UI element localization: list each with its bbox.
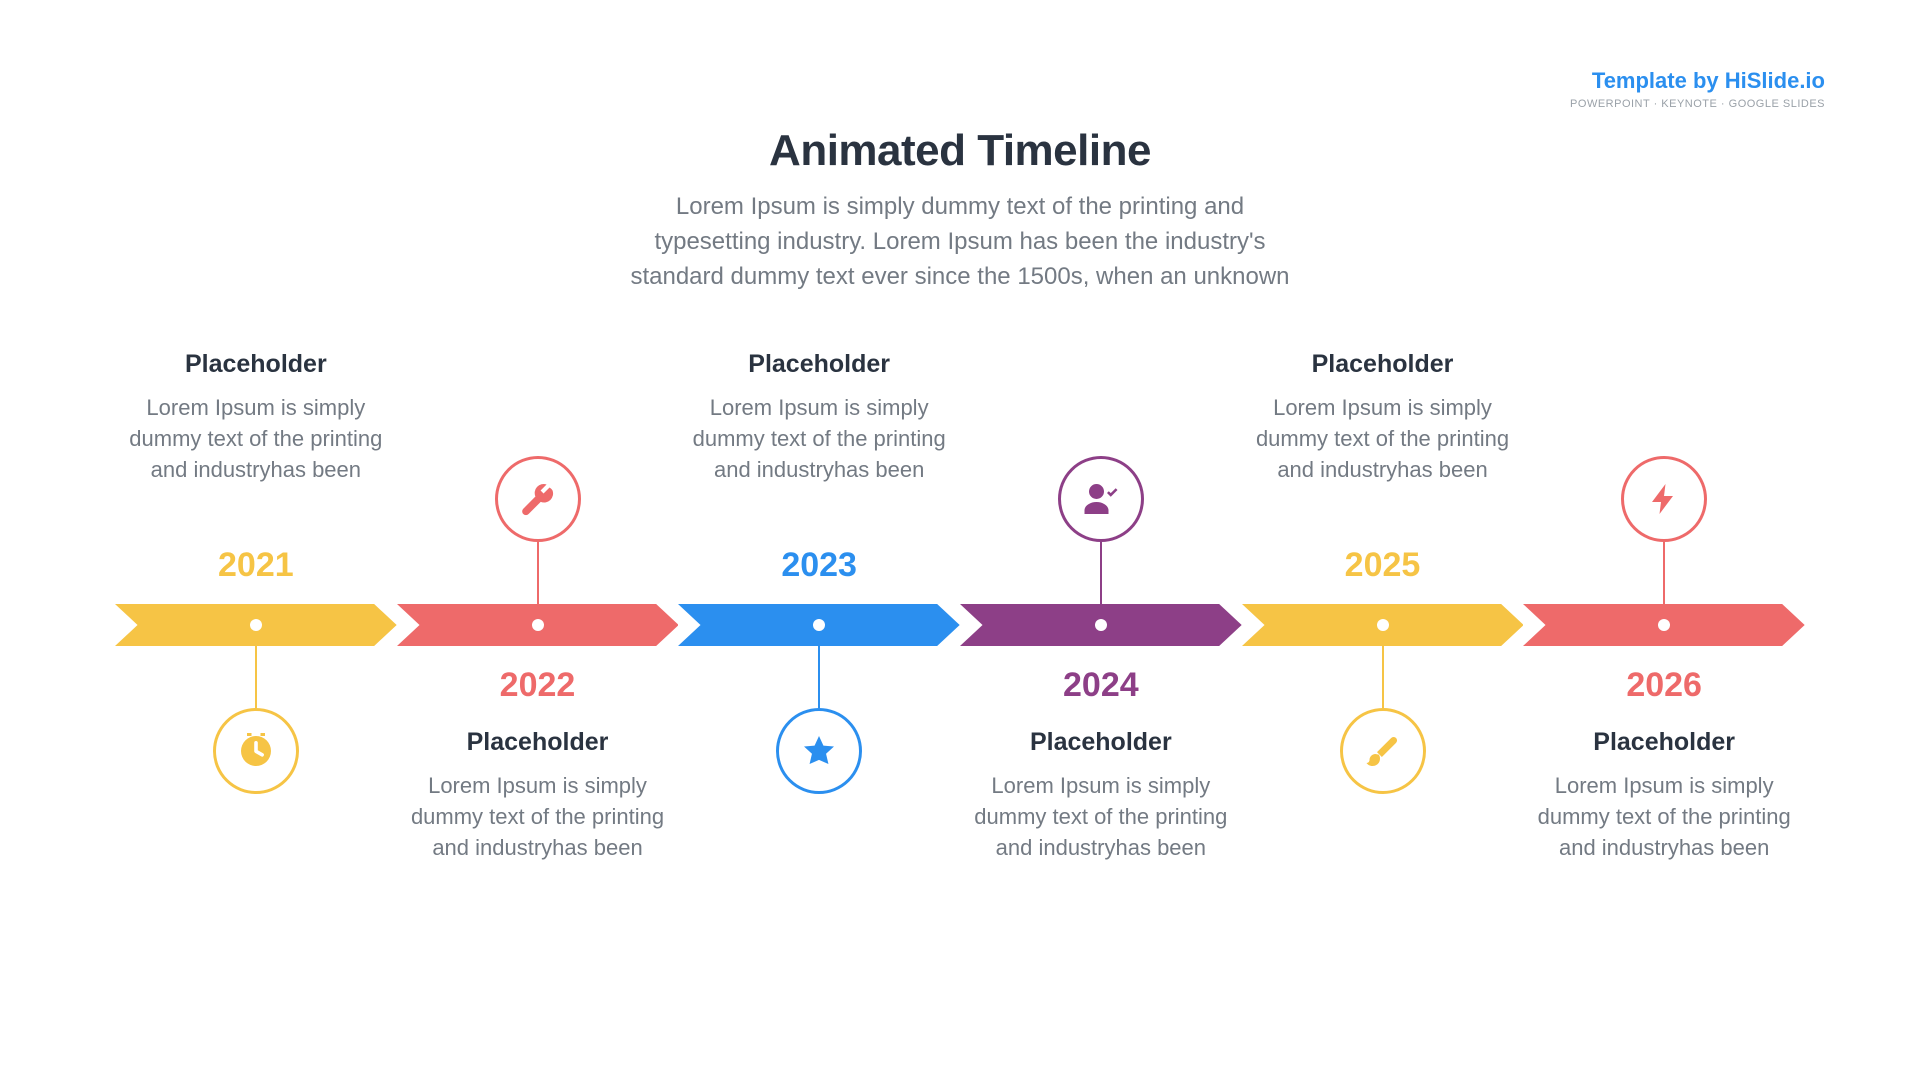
timeline-item: Placeholder Lorem Ipsum is simply dummy … (1242, 350, 1524, 485)
timeline-year: 2024 (1021, 666, 1181, 705)
bolt-icon (1621, 456, 1707, 542)
page-subtitle: Lorem Ipsum is simply dummy text of the … (0, 190, 1920, 294)
timeline-year: 2023 (739, 546, 899, 585)
subtitle-line-2: typesetting industry. Lorem Ipsum has be… (0, 225, 1920, 260)
timeline-item: Placeholder Lorem Ipsum is simply dummy … (960, 728, 1242, 863)
timeline-item-body: Lorem Ipsum is simply dummy text of the … (115, 393, 397, 485)
attribution: Template by HiSlide.io POWERPOINT · KEYN… (1570, 68, 1825, 110)
timeline-chevron (1523, 604, 1805, 646)
timeline-year: 2026 (1584, 666, 1744, 705)
timeline-arrow-row (115, 604, 1805, 646)
clock-icon (213, 708, 299, 794)
timeline-dot (250, 619, 262, 631)
page-title: Animated Timeline (0, 126, 1920, 176)
attribution-text: Template by HiSlide.io (1570, 68, 1825, 94)
timeline-item-body: Lorem Ipsum is simply dummy text of the … (678, 393, 960, 485)
timeline-dot (813, 619, 825, 631)
timeline-item-body: Lorem Ipsum is simply dummy text of the … (397, 771, 679, 863)
timeline-chevron (1242, 604, 1524, 646)
subtitle-line-1: Lorem Ipsum is simply dummy text of the … (0, 190, 1920, 225)
timeline-item-body: Lorem Ipsum is simply dummy text of the … (1523, 771, 1805, 863)
timeline-item-body: Lorem Ipsum is simply dummy text of the … (960, 771, 1242, 863)
timeline-dot (532, 619, 544, 631)
timeline-item-heading: Placeholder (960, 728, 1242, 757)
timeline-item-body: Lorem Ipsum is simply dummy text of the … (1242, 393, 1524, 485)
attribution-brand: HiSlide.io (1725, 68, 1825, 93)
timeline-stem (1382, 646, 1384, 708)
attribution-prefix: Template by (1592, 68, 1725, 93)
timeline-item: Placeholder Lorem Ipsum is simply dummy … (1523, 728, 1805, 863)
timeline-dot (1658, 619, 1670, 631)
timeline-item: Placeholder Lorem Ipsum is simply dummy … (678, 350, 960, 485)
star-icon (776, 708, 862, 794)
timeline-item-heading: Placeholder (115, 350, 397, 379)
timeline-item: Placeholder Lorem Ipsum is simply dummy … (115, 350, 397, 485)
timeline-year: 2025 (1303, 546, 1463, 585)
timeline-chevron (678, 604, 960, 646)
brush-icon (1340, 708, 1426, 794)
timeline-item-heading: Placeholder (1242, 350, 1524, 379)
timeline-dot (1377, 619, 1389, 631)
user-check-icon (1058, 456, 1144, 542)
timeline-dot (1095, 619, 1107, 631)
timeline-item-heading: Placeholder (397, 728, 679, 757)
timeline-stem (255, 646, 257, 708)
timeline-item-heading: Placeholder (1523, 728, 1805, 757)
timeline-year: 2021 (176, 546, 336, 585)
wrench-icon (495, 456, 581, 542)
timeline-stem (537, 542, 539, 604)
attribution-sub: POWERPOINT · KEYNOTE · GOOGLE SLIDES (1570, 98, 1825, 110)
timeline-chevron (115, 604, 397, 646)
timeline-item-heading: Placeholder (678, 350, 960, 379)
subtitle-line-3: standard dummy text ever since the 1500s… (0, 260, 1920, 295)
timeline-item: Placeholder Lorem Ipsum is simply dummy … (397, 728, 679, 863)
timeline-year: 2022 (458, 666, 618, 705)
timeline-stem (818, 646, 820, 708)
timeline-chevron (397, 604, 679, 646)
timeline-chevron (960, 604, 1242, 646)
timeline-stem (1663, 542, 1665, 604)
timeline-stem (1100, 542, 1102, 604)
